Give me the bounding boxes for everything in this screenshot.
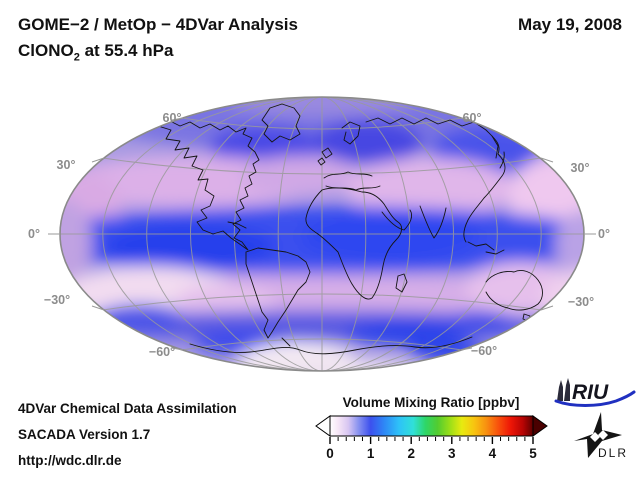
colorbar-left-arrow	[315, 415, 331, 437]
colorbar-tick-label: 4	[489, 446, 497, 461]
colorbar-ticks	[329, 437, 534, 444]
map-rim	[59, 96, 585, 372]
footer-line-url: http://wdc.dlr.de	[18, 453, 122, 468]
riu-logo-text: RIU	[572, 381, 609, 404]
colorbar-tick-label: 0	[326, 446, 334, 461]
colorbar-title: Volume Mixing Ratio [ppbv]	[343, 396, 520, 410]
cathedral-icon	[557, 378, 570, 401]
colorbar-tick-label: 5	[529, 446, 537, 461]
dlr-logo-text: DLR	[598, 446, 628, 460]
page-title: GOME−2 / MetOp − 4DVar Analysis	[18, 15, 298, 34]
colorbar-tick-label: 3	[448, 446, 456, 461]
colorbar: Volume Mixing Ratio [ppbv] 0 1 2 3 4 5	[315, 396, 548, 461]
lat-labels: 60° 60° 30° 30° 0° 0° −30° −30° −60° −60…	[28, 111, 610, 359]
colorbar-tick-labels: 0 1 2 3 4 5	[326, 446, 537, 461]
lat-label: −30°	[568, 295, 594, 309]
lat-label: 0°	[598, 227, 610, 241]
colorbar-right-arrow	[532, 415, 548, 437]
lat-label: −60°	[149, 345, 175, 359]
subscript: 2	[73, 51, 80, 64]
graticule	[60, 97, 584, 371]
header-title-block: GOME−2 / MetOp − 4DVar Analysis ClONO2 a…	[18, 12, 298, 70]
footer-line-assimilation: 4DVar Chemical Data Assimilation	[18, 401, 237, 416]
footer-block: 4DVar Chemical Data Assimilation SACADA …	[18, 396, 237, 474]
lat-label: 30°	[57, 158, 76, 172]
lat-label: −30°	[44, 293, 70, 307]
lat-label: −60°	[471, 344, 497, 358]
lat-label: 60°	[463, 111, 482, 125]
colorbar-tick-label: 1	[367, 446, 375, 461]
lat-label: 0°	[28, 227, 40, 241]
riu-swoosh	[554, 390, 636, 407]
riu-logo: RIU	[554, 378, 636, 407]
lat-tick-dashes	[48, 117, 596, 351]
colorbar-gradient-bar	[329, 415, 534, 437]
lat-label: 30°	[571, 161, 590, 175]
page-subtitle: ClONO2 at 55.4 hPa	[18, 41, 174, 64]
lat-label: 60°	[163, 111, 182, 125]
date-label: May 19, 2008	[518, 15, 622, 34]
footer-line-version: SACADA Version 1.7	[18, 427, 151, 442]
dlr-logo: DLR	[574, 412, 628, 460]
colorbar-tick-label: 2	[407, 446, 415, 461]
dlr-arrow-icon	[574, 412, 622, 458]
